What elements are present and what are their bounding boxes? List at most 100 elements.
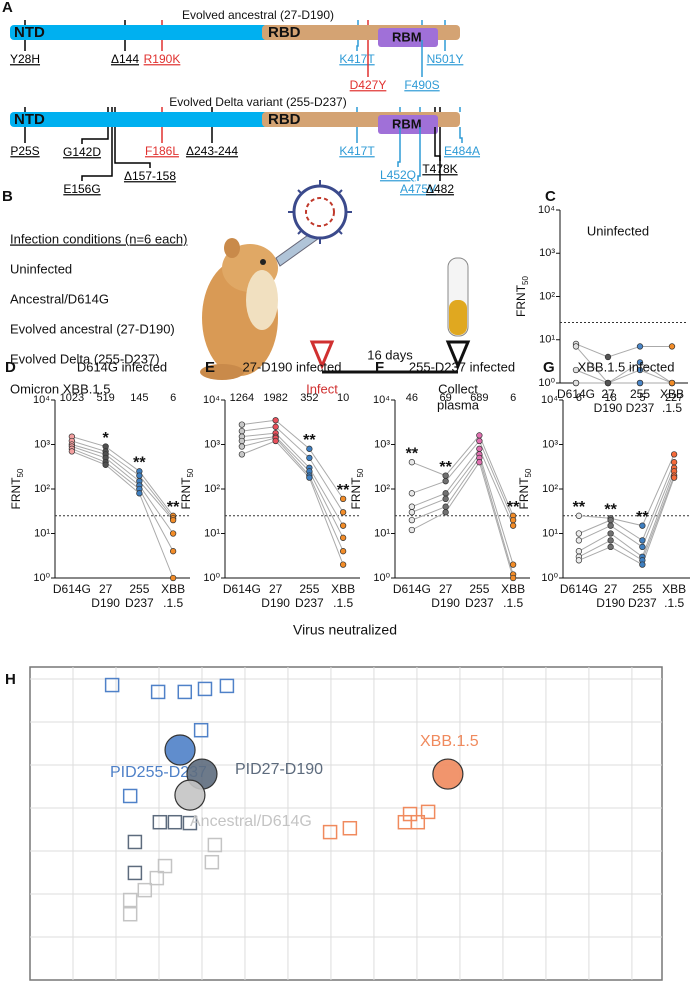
y-tick-label: 10² (34, 483, 50, 495)
chart-title: 27-D190 infected (242, 359, 341, 374)
titer-point (575, 557, 583, 564)
mutation-label: E484A (444, 144, 480, 158)
rbm-domain (378, 115, 438, 134)
x-tick-label: D190 (261, 596, 290, 610)
titer-point (607, 530, 614, 537)
mutation-label: Y28H (10, 52, 40, 66)
titer-point (509, 516, 517, 524)
mutation-label: E156G (63, 182, 100, 196)
x-tick-label: D614G (560, 582, 598, 596)
titer-point (476, 432, 483, 439)
mutation-leader (81, 127, 113, 181)
animal-line (411, 453, 514, 565)
x-tick-label: D190 (594, 401, 623, 415)
x-tick-label: D614G (53, 582, 91, 596)
serum-point (127, 865, 143, 881)
titer-point (238, 427, 246, 435)
y-tick-label: 10⁴ (541, 394, 558, 406)
titer-point (639, 543, 646, 551)
y-tick-label: 10³ (542, 438, 558, 450)
titer-point (636, 366, 644, 374)
significance-label: ** (604, 501, 617, 518)
serum-point (397, 814, 413, 830)
titer-point (272, 417, 279, 424)
x-tick-label: 255 (299, 582, 319, 596)
animal-line (71, 448, 174, 552)
x-tick-label: D190 (91, 596, 120, 610)
titer-point (476, 445, 483, 452)
serum-point (193, 722, 209, 738)
x-tick-label: 27 (439, 582, 453, 596)
hamster-illustration (200, 227, 323, 380)
animal-line (411, 461, 514, 579)
mean-label: 69 (440, 392, 452, 404)
animal-line (411, 447, 514, 526)
titer-point (339, 495, 347, 503)
titer-point (604, 353, 612, 361)
condition: Evolved Delta (255-D237) (10, 351, 160, 366)
y-tick-label: 10³ (34, 438, 50, 450)
mean-label: 227 (665, 392, 683, 404)
mean-label: 145 (130, 392, 148, 404)
animal-line (575, 369, 673, 384)
x-tick-label: D190 (431, 596, 460, 610)
x-tick-label: XBB (161, 582, 185, 596)
serum-point (122, 892, 138, 908)
chart-title: D614G infected (77, 359, 167, 374)
virus-illustration (288, 180, 352, 244)
titer-point (575, 537, 583, 544)
titer-point (136, 490, 143, 497)
significance-label: ** (406, 445, 419, 462)
titer-point (136, 472, 143, 479)
titer-point (339, 509, 347, 516)
serum-point (167, 814, 183, 830)
panel-label: B (2, 188, 13, 205)
mutation-label: F186L (145, 144, 179, 158)
animal-line (241, 436, 344, 539)
significance-label: ** (167, 499, 180, 516)
mean-label: 10 (337, 392, 349, 404)
titer-point (169, 574, 177, 582)
serum-point (152, 814, 168, 830)
titer-point (509, 561, 517, 568)
x-tick-label: D237 (465, 596, 494, 610)
significance-label: ** (133, 455, 146, 472)
panel-label: H (5, 671, 16, 688)
titer-point (639, 522, 646, 529)
x-tick-label: D237 (626, 401, 655, 415)
panel-label: D (5, 359, 16, 376)
titer-point (442, 490, 449, 497)
x-tick-label: 27 (269, 582, 283, 596)
titer-point (636, 379, 644, 387)
animal-line (241, 426, 344, 513)
titer-point (442, 478, 449, 485)
y-axis-title-main: FRNT (514, 284, 528, 317)
y-tick-label: 10¹ (204, 527, 220, 539)
serum-point (177, 684, 193, 700)
animal-line (71, 436, 174, 517)
antigen-point (164, 734, 196, 766)
titer-point (238, 443, 246, 450)
titer-point (509, 574, 517, 582)
serum-point (420, 804, 436, 820)
x-tick-label: 255 (129, 582, 149, 596)
animal-line (411, 456, 514, 575)
x-axis-title: Virus neutralized (293, 622, 397, 638)
mutation-leader (114, 127, 151, 168)
animal-line (575, 346, 673, 384)
mutation-leader (356, 40, 359, 51)
animal-line (71, 444, 174, 521)
y-tick-label: 10⁰ (538, 377, 555, 389)
x-tick-label: D237 (628, 596, 657, 610)
serum-point (207, 837, 223, 853)
serum-point (127, 834, 143, 850)
chart-title: XBB.1.5 infected (578, 359, 675, 374)
titer-point (639, 537, 646, 544)
construct-title: Evolved ancestral (27-D190) (182, 8, 334, 22)
y-tick-label: 10² (539, 290, 555, 302)
titer-point (408, 526, 416, 534)
domain-label: RBD (268, 111, 301, 128)
titer-point (604, 379, 612, 387)
y-tick-label: 10⁰ (373, 572, 390, 584)
